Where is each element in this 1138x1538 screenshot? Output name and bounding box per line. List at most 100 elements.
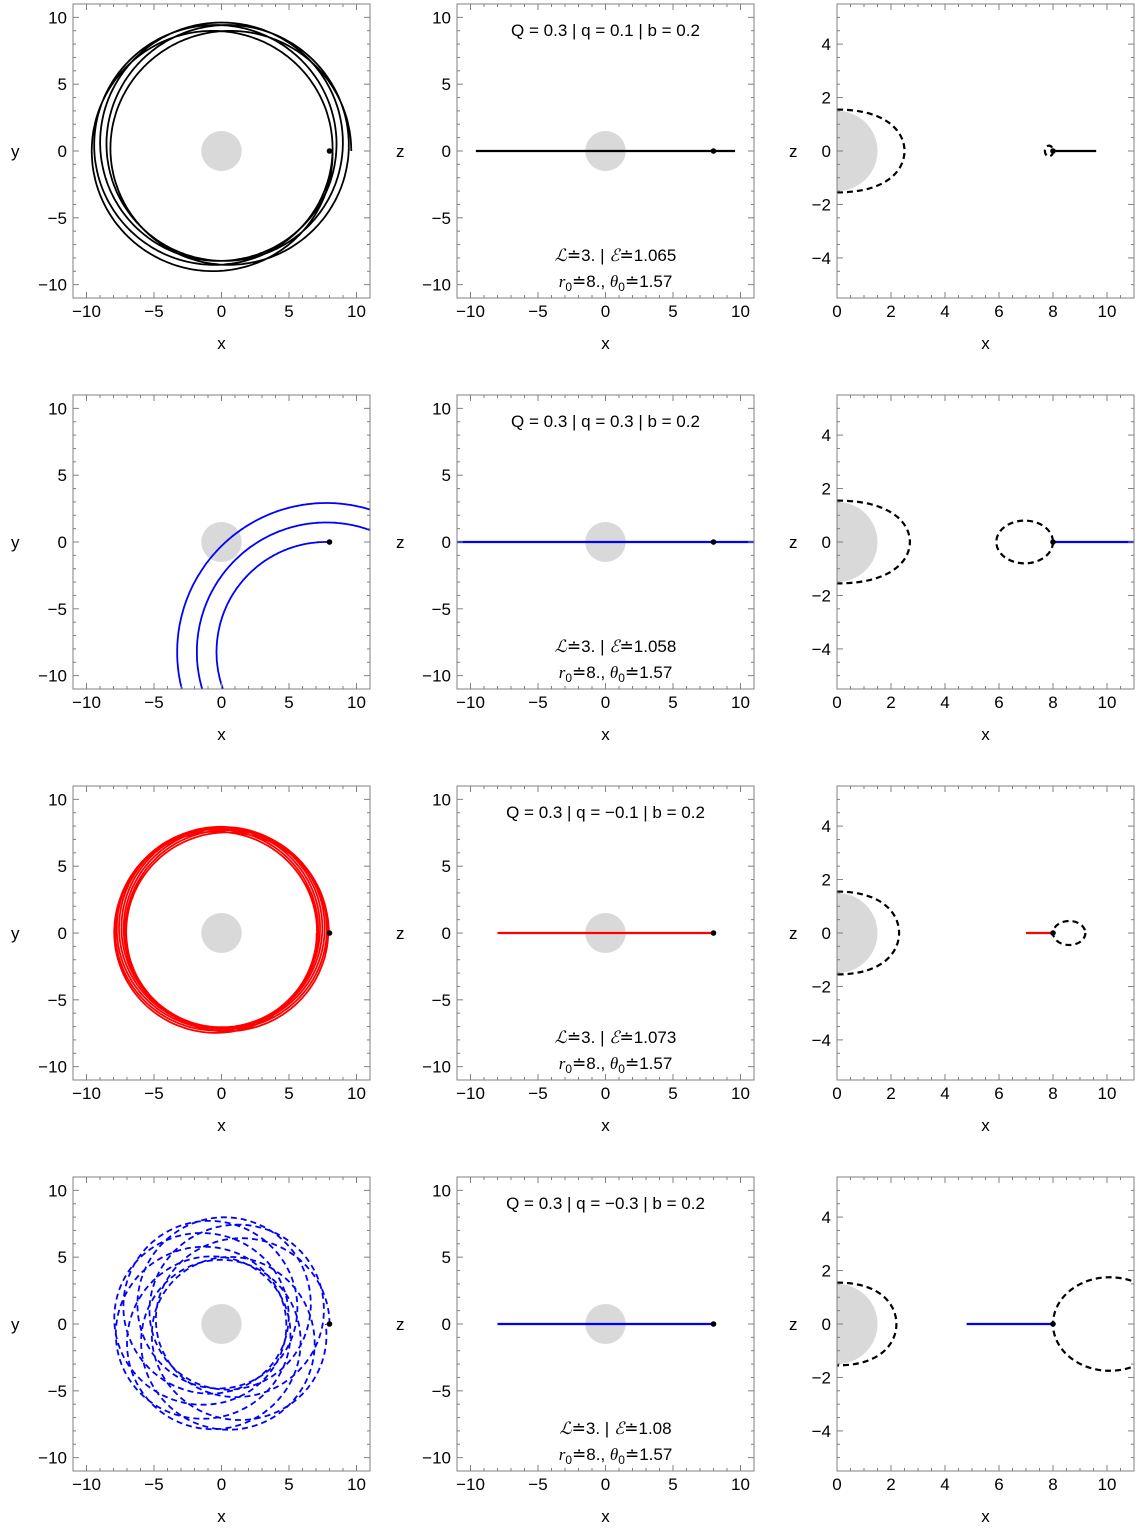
- plot-area: [113, 825, 333, 1034]
- x-axis-label: x: [601, 1116, 610, 1135]
- y-tick-label: −10: [422, 1058, 451, 1077]
- x-tick-label: 2: [886, 302, 895, 321]
- panel-title: Q = 0.3 | q = 0.1 | b = 0.2: [511, 21, 700, 40]
- axis-ticks: [836, 3, 1135, 299]
- axis-ticks: [72, 785, 371, 1081]
- x-tick-label: 8: [1048, 302, 1057, 321]
- x-tick-label: 6: [994, 1475, 1003, 1494]
- y-tick-label: −5: [432, 1382, 451, 1401]
- axis-ticks: [456, 394, 755, 690]
- x-tick-label: −10: [72, 302, 101, 321]
- y-tick-label: −5: [432, 991, 451, 1010]
- y-tick-label: 5: [58, 75, 67, 94]
- x-tick-label: 6: [994, 302, 1003, 321]
- x-tick-label: 10: [347, 302, 366, 321]
- x-tick-label: 5: [668, 1475, 677, 1494]
- x-tick-label: 4: [940, 302, 949, 321]
- theta0-value: 1.57: [639, 272, 672, 291]
- x-tick-label: 0: [832, 693, 841, 712]
- orbit-xy-panel: −10 −5 0 5 10 −10 −5 0 5 10 x y: [11, 785, 371, 1135]
- x-tick-label: 10: [1098, 1475, 1117, 1494]
- y-tick-label: −2: [812, 195, 831, 214]
- x-tick-label: 0: [601, 302, 610, 321]
- theta0-value: 1.57: [639, 1054, 672, 1073]
- central-body: [201, 521, 242, 563]
- y-tick-label: 0: [58, 142, 67, 161]
- x-tick-label: −5: [528, 1475, 547, 1494]
- y-tick-label: −4: [812, 1422, 831, 1441]
- energy-angular-momentum-label: ℒ≐3. | ℰ≐1.058: [555, 637, 677, 656]
- y-tick-label: −10: [38, 1058, 67, 1077]
- y-tick-label: −10: [422, 667, 451, 686]
- plot-area: [837, 890, 1087, 976]
- E-value: 1.073: [634, 1028, 677, 1047]
- y-tick-label: 10: [432, 399, 451, 418]
- x-tick-label: 10: [347, 1084, 366, 1103]
- axis-ticks: [72, 1176, 371, 1472]
- y-tick-label: 10: [48, 790, 67, 809]
- plot-area: [837, 1276, 1134, 1372]
- y-tick-label: 4: [822, 1208, 831, 1227]
- theta0-value: 1.57: [639, 1445, 672, 1464]
- y-tick-label: 10: [432, 790, 451, 809]
- x-tick-label: −5: [144, 302, 163, 321]
- r0-value: 8.: [586, 1445, 600, 1464]
- y-tick-label: 10: [48, 1181, 67, 1200]
- axis-ticks: [72, 394, 371, 690]
- axis-ticks: [836, 785, 1135, 1081]
- x-tick-label: 2: [886, 693, 895, 712]
- allowed-region-boundary: [1051, 919, 1087, 947]
- x-tick-label: −10: [456, 693, 485, 712]
- y-tick-label: −4: [812, 249, 831, 268]
- x-tick-label: 0: [601, 1475, 610, 1494]
- x-axis-label: x: [601, 334, 610, 353]
- x-tick-label: 0: [217, 693, 226, 712]
- y-axis-label: y: [11, 1315, 20, 1334]
- plot-frame: [836, 785, 1135, 1081]
- y-axis-label: z: [396, 142, 405, 161]
- x-tick-label: 10: [1098, 693, 1117, 712]
- y-tick-label: 10: [48, 399, 67, 418]
- y-tick-label: 0: [822, 1315, 831, 1334]
- effective-potential-panel: 0 2 4 6 8 10 −4 −2 0 2 4 x z: [789, 3, 1135, 353]
- y-axis-label: z: [789, 533, 798, 552]
- start-point: [1050, 539, 1056, 545]
- central-body: [837, 1283, 878, 1365]
- x-axis-label: x: [601, 1507, 610, 1526]
- x-tick-label: −5: [144, 1084, 163, 1103]
- y-tick-label: 0: [442, 533, 451, 552]
- orbit-trajectory: [90, 21, 353, 272]
- y-tick-label: 0: [822, 533, 831, 552]
- start-point: [710, 539, 717, 545]
- E-value: 1.08: [639, 1419, 672, 1438]
- x-tick-label: 10: [1098, 302, 1117, 321]
- y-tick-label: −5: [48, 209, 67, 228]
- start-point: [326, 539, 333, 545]
- start-point: [710, 148, 717, 154]
- energy-angular-momentum-label: ℒ≐3. | ℰ≐1.065: [555, 246, 677, 265]
- axis-ticks: [72, 3, 371, 299]
- start-point: [326, 930, 333, 936]
- start-point: [326, 148, 333, 154]
- y-tick-label: −10: [422, 276, 451, 295]
- x-axis-label: x: [981, 1507, 990, 1526]
- orbit-xy-panel: −10 −5 0 5 10 −10 −5 0 5 10 x y: [11, 394, 371, 744]
- orbit-trajectory: [113, 1216, 331, 1431]
- orbit-xz-panel: −10 −5 0 5 10 −10 −5 0 5 10 x z Q = 0.3 | q = −0.3 |…: [396, 1176, 755, 1526]
- y-tick-label: 0: [442, 1315, 451, 1334]
- y-tick-label: 0: [58, 533, 67, 552]
- r0-value: 8.: [586, 1054, 600, 1073]
- orbit-xz-panel: −10 −5 0 5 10 −10 −5 0 5 10 x z Q = 0.3 | q = −0.1 |…: [396, 785, 755, 1135]
- y-tick-label: 0: [442, 142, 451, 161]
- start-point: [1050, 148, 1056, 154]
- axis-ticks: [456, 1176, 755, 1472]
- y-axis-label: y: [11, 533, 20, 552]
- x-tick-label: 0: [601, 1084, 610, 1103]
- orbit-trajectory: [176, 502, 370, 689]
- orbit-trajectory: [113, 825, 330, 1034]
- plot-area: [457, 521, 754, 563]
- y-tick-label: 5: [58, 466, 67, 485]
- panel-title: Q = 0.3 | q = −0.3 | b = 0.2: [506, 1194, 705, 1213]
- x-axis-label: x: [217, 334, 226, 353]
